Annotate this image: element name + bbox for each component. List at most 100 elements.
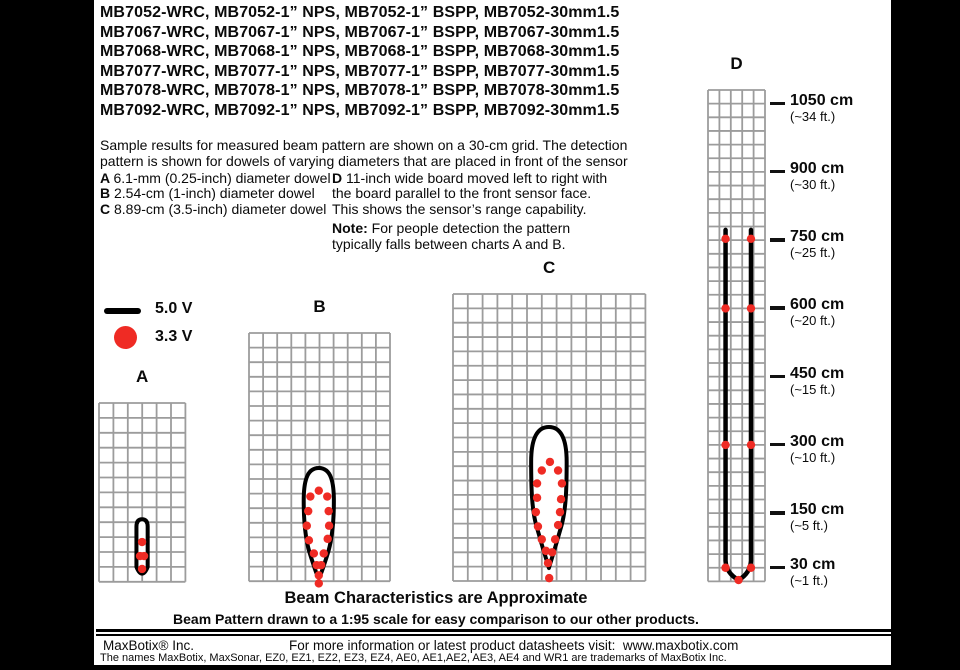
definition-line: Note: For people detection the pattern xyxy=(332,220,571,237)
beam-dot xyxy=(537,535,546,544)
scale-tick xyxy=(770,306,785,310)
beam-chart-D xyxy=(706,89,767,583)
beam-dot xyxy=(316,560,326,570)
beam-dot xyxy=(553,466,563,475)
scale-ft-label: (~25 ft.) xyxy=(790,245,836,261)
beam-dot xyxy=(531,507,541,517)
scale-label-25: 750 cm (~25 ft.) xyxy=(790,228,844,260)
scale-label-30: 900 cm (~30 ft.) xyxy=(790,160,844,192)
scale-tick xyxy=(770,169,785,174)
beam-dot xyxy=(137,537,147,547)
definition-line: typically falls between charts A and B. xyxy=(332,235,566,252)
definition-line: This shows the sensor’s range capability… xyxy=(332,200,587,217)
beam-dot xyxy=(545,457,555,467)
chart-label-A: A xyxy=(136,367,149,386)
beam-dot xyxy=(557,479,567,488)
beam-dot xyxy=(746,304,756,313)
scale-ft-label: (~30 ft.) xyxy=(790,176,836,192)
scale-cm-label: 450 cm xyxy=(790,364,845,382)
scale-ft-label: (~5 ft.) xyxy=(790,518,828,534)
scale-tick xyxy=(770,442,785,447)
definitions-left-column: A 6.1-mm (0.25-inch) diameter dowel B 2.5… xyxy=(100,170,331,217)
legend-5v-label: 5.0 V xyxy=(155,300,193,317)
beam-dot xyxy=(306,492,315,501)
beam-dot xyxy=(323,492,332,501)
legend-3v-label: 3.3 V xyxy=(155,328,193,345)
beam-dot xyxy=(721,563,730,572)
beam-dot xyxy=(547,548,557,557)
beam-dot xyxy=(314,571,323,580)
beam-dot xyxy=(319,549,328,558)
scale-cm-label: 30 cm xyxy=(790,555,836,573)
scale-cm-label: 900 cm xyxy=(790,159,845,177)
intro-line: pattern is shown for dowels of varying d… xyxy=(100,153,628,169)
beam-dot xyxy=(304,506,313,516)
scale-label-5: 150 cm (~5 ft.) xyxy=(790,501,844,533)
definition-line: C 8.89-cm (3.5-inch) diameter dowel xyxy=(100,200,327,217)
scale-tick xyxy=(770,374,785,379)
definition-line: B 2.54-cm (1-inch) diameter dowel xyxy=(100,185,315,202)
scale-tick xyxy=(770,101,785,106)
beam-dot xyxy=(550,535,560,544)
beam-dot xyxy=(139,551,149,561)
scale-cm-label: 1050 cm xyxy=(790,91,854,109)
model-line: MB7068-WRC, MB7068-1” NPS, MB7068-1” BSP… xyxy=(100,43,620,61)
model-line: MB7078-WRC, MB7078-1” NPS, MB7078-1” BSP… xyxy=(100,82,620,100)
beam-dot xyxy=(324,521,334,530)
beam-chart-C xyxy=(452,293,647,583)
footer-company: MaxBotix® Inc. xyxy=(103,638,194,653)
definition-line: A 6.1-mm (0.25-inch) diameter dowel xyxy=(100,170,331,186)
beam-dot xyxy=(304,536,314,545)
beam-dot xyxy=(746,563,756,572)
chart-label-C: C xyxy=(543,258,556,277)
beam-dot xyxy=(532,479,542,488)
footer-rule-thick xyxy=(96,629,891,632)
legend-dot-swatch-icon xyxy=(114,326,137,349)
beam-dot xyxy=(746,234,756,243)
footer-rule-thin xyxy=(96,634,891,636)
scale-label-10: 300 cm (~10 ft.) xyxy=(790,433,844,465)
scale-ft-label: (~15 ft.) xyxy=(790,381,836,397)
beam-dot xyxy=(137,564,147,574)
beam-dot xyxy=(721,234,730,243)
chart-label-B: B xyxy=(313,297,326,316)
model-line: MB7052-WRC, MB7052-1” NPS, MB7052-1” BSP… xyxy=(100,4,620,21)
scale-cm-label: 150 cm xyxy=(790,501,845,519)
chart-label-D: D xyxy=(730,54,743,73)
beam-dot xyxy=(746,440,756,450)
scale-label-35: 1050 cm (~34 ft.) xyxy=(790,92,853,124)
scale-label-1: 30 cm (~1 ft.) xyxy=(790,556,835,588)
footer-visit-text: For more information or latest product d… xyxy=(289,638,739,653)
beam-dot xyxy=(309,549,319,558)
beam-dot xyxy=(553,520,563,530)
scale-cm-label: 750 cm xyxy=(790,228,845,246)
definition-line: D 11-inch wide board moved left to right… xyxy=(332,170,608,186)
scale-ft-label: (~10 ft.) xyxy=(790,449,836,465)
scale-ft-label: (~1 ft.) xyxy=(790,572,828,588)
beam-dot xyxy=(532,493,542,502)
scale-tick xyxy=(770,511,785,515)
scale-ft-label: (~34 ft.) xyxy=(790,108,836,124)
beam-dot xyxy=(314,579,323,588)
model-line: MB7092-WRC, MB7092-1” NPS, MB7092-1” BSP… xyxy=(100,101,620,119)
beam-dot xyxy=(555,507,565,517)
model-line: MB7067-WRC, MB7067-1” NPS, MB7067-1” BSP… xyxy=(100,23,620,41)
intro-paragraph: Sample results for measured beam pattern… xyxy=(100,137,628,169)
beam-chart-B xyxy=(248,332,391,583)
beam-dot xyxy=(314,486,323,495)
model-line: MB7077-WRC, MB7077-1” NPS, MB7077-1” BSP… xyxy=(100,62,620,80)
beam-dot xyxy=(533,522,543,531)
scale-ft-label: (~20 ft.) xyxy=(790,313,836,329)
beam-dot xyxy=(537,466,546,475)
scale-note: Beam Pattern drawn to a 1:95 scale for e… xyxy=(173,611,699,627)
beam-chart-A xyxy=(98,402,187,584)
beam-dot xyxy=(323,534,332,544)
scale-cm-label: 300 cm xyxy=(790,432,845,450)
scale-label-20: 600 cm (~20 ft.) xyxy=(790,296,844,328)
scale-tick xyxy=(770,565,785,570)
intro-line: Sample results for measured beam pattern… xyxy=(100,137,628,153)
definition-line: the board parallel to the front sensor f… xyxy=(332,185,592,202)
beam-dot xyxy=(324,506,333,516)
beam-characteristics-title: Beam Characteristics are Approximate xyxy=(284,589,588,607)
